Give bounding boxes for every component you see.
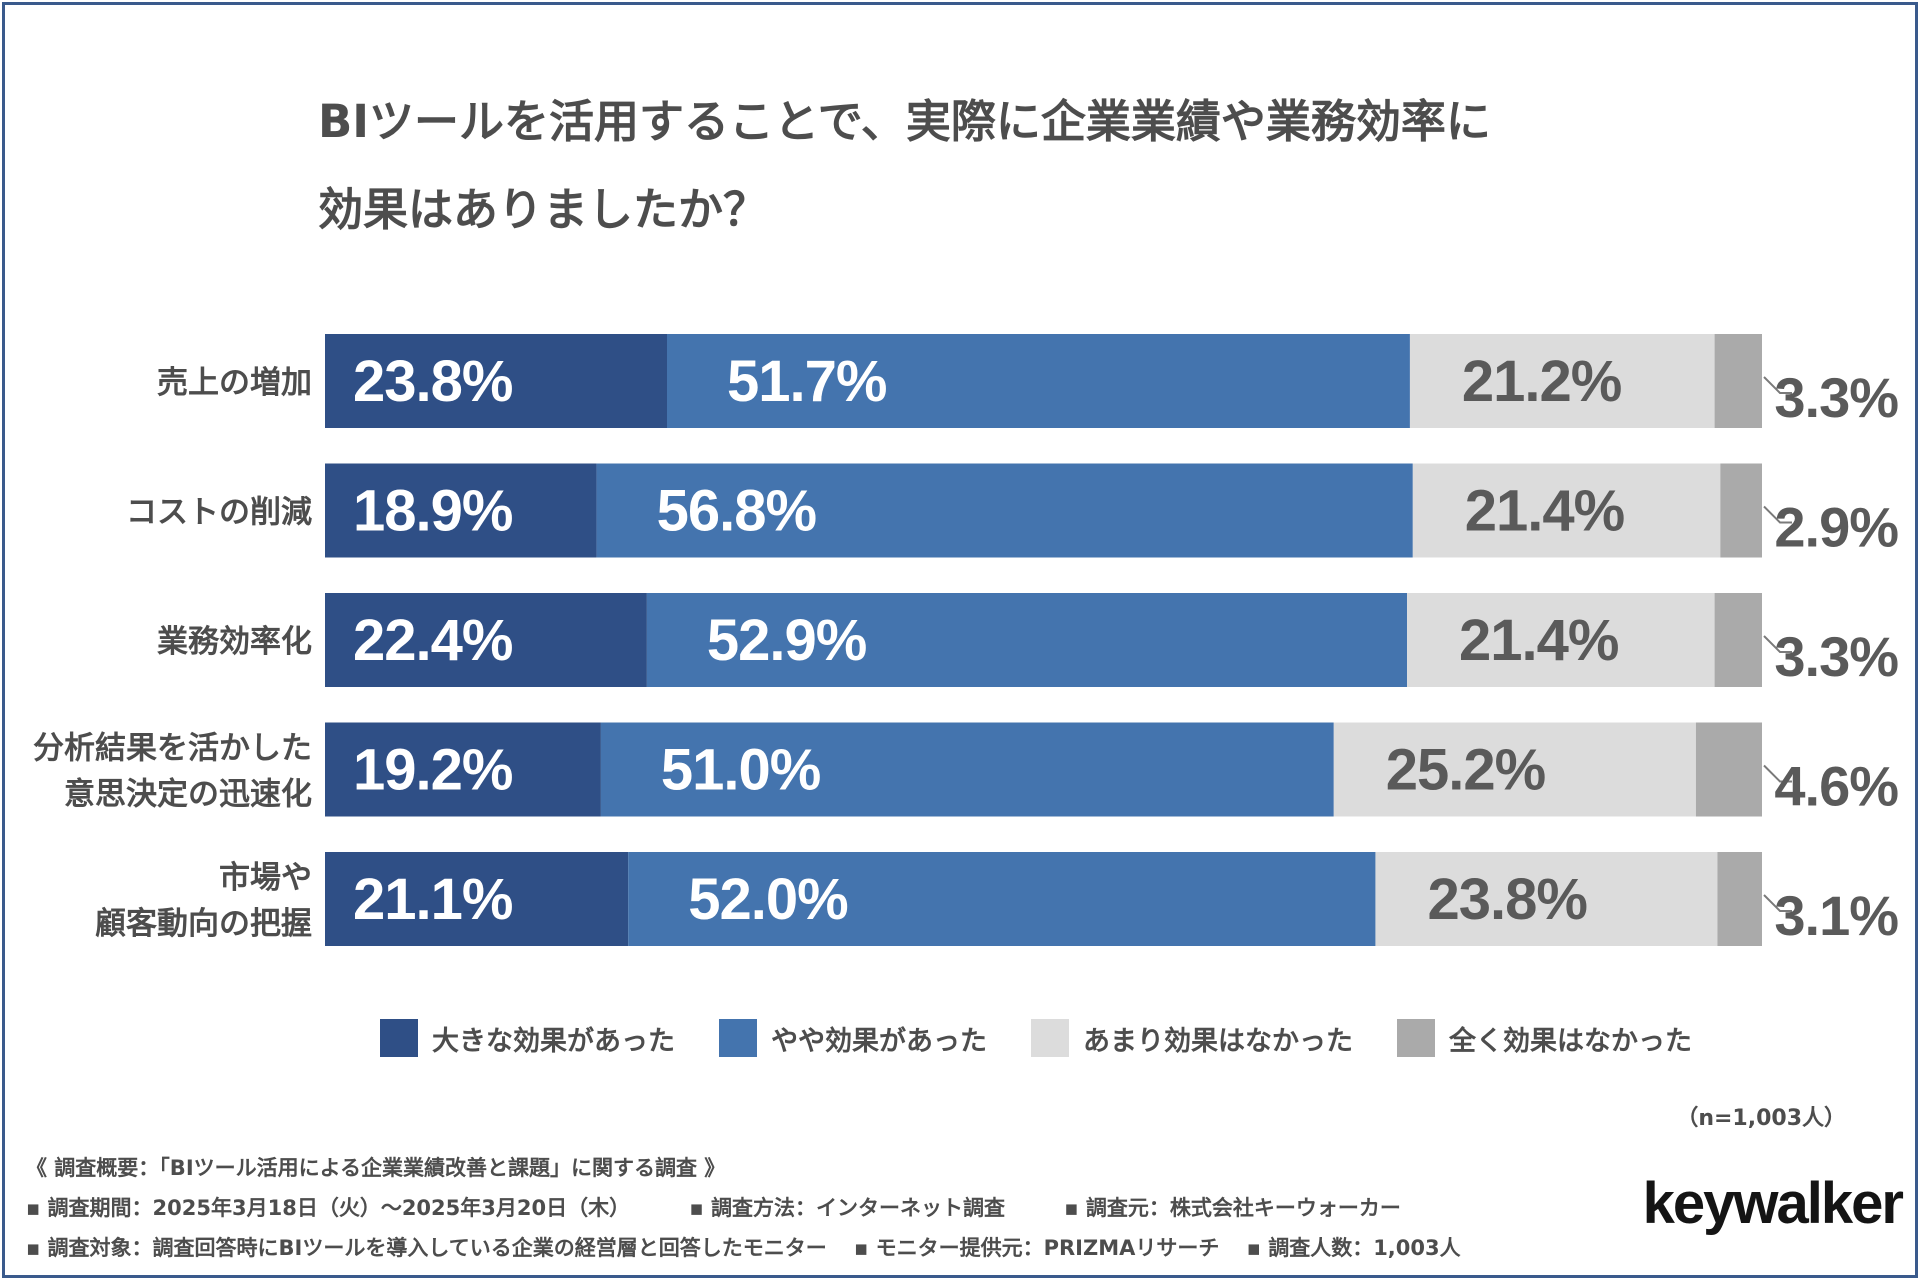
survey-period: ▪ 調査期間：2025年3月18日（火）～2025年3月20日（木） (26, 1196, 631, 1220)
data-label: 21.4% (1459, 608, 1619, 673)
bar-segment (1407, 593, 1715, 687)
stacked-bar-chart: 売上の増加 23.8% 51.7% 21.2% 3.3% コストの削減 18.9% 56.8%… (33, 334, 1899, 947)
legend-label: やや効果があった (771, 1025, 987, 1057)
legend-item-large-effect: 大きな効果があった (380, 1019, 675, 1058)
category-label: 意思決定の迅速化 (64, 777, 312, 813)
bar-segment (1695, 722, 1762, 817)
data-label: 19.2% (353, 738, 513, 803)
survey-method: ▪ 調査方法：インターネット調査 (689, 1196, 1005, 1220)
data-label: 21.1% (353, 867, 513, 932)
legend: 大きな効果があった やや効果があった あまり効果はなかった 全く効果はなかった (380, 1018, 1736, 1058)
bar-segment (596, 463, 1413, 558)
data-label: 51.7% (727, 349, 887, 414)
bar-segment (667, 334, 1410, 428)
data-label: 18.9% (353, 479, 513, 544)
category-label: 顧客動向の把握 (95, 906, 312, 942)
data-label: 25.2% (1386, 738, 1546, 803)
survey-target: ▪ 調査対象：調査回答時にBIツールを導入している企業の経営層と回答したモニター (26, 1236, 827, 1260)
legend-swatch (1397, 1019, 1435, 1057)
leader-line (1763, 635, 1792, 653)
bar-segment (325, 593, 647, 687)
data-label: 52.0% (688, 867, 848, 932)
data-label: 3.1% (1774, 884, 1898, 947)
survey-row-2: ▪ 調査期間：2025年3月18日（火）～2025年3月20日（木） ▪ 調査方… (26, 1188, 1586, 1228)
survey-provider: ▪ モニター提供元：PRIZMAリサーチ (854, 1236, 1220, 1260)
data-label: 4.6% (1774, 755, 1898, 818)
leader-line (1763, 764, 1792, 783)
bar-segment (1717, 852, 1762, 946)
survey-overview: 《 調査概要：「BIツール活用による企業業績改善と課題」に関する調査 》 ▪ 調… (26, 1148, 1586, 1268)
bar-segment (646, 593, 1408, 687)
survey-row-3: ▪ 調査対象：調査回答時にBIツールを導入している企業の経営層と回答したモニター… (26, 1228, 1586, 1268)
legend-item-little-effect: あまり効果はなかった (1031, 1019, 1353, 1058)
data-label: 51.0% (661, 738, 821, 803)
legend-swatch (719, 1019, 757, 1057)
category-label: 売上の増加 (157, 365, 312, 401)
title-line-2: 効果はありましたか？ (318, 183, 769, 236)
category-label: 市場や (219, 860, 312, 896)
bar-segment (325, 463, 597, 558)
data-label: 22.4% (353, 608, 513, 673)
bar-segment (1412, 463, 1721, 558)
bar-segment (1720, 463, 1762, 558)
data-label: 21.4% (1465, 479, 1625, 544)
leader-line (1763, 894, 1792, 912)
bar-segment (600, 722, 1334, 817)
bar-segment (1333, 722, 1696, 817)
survey-count: ▪ 調査人数：1,003人 (1246, 1236, 1461, 1260)
category-label: 業務効率化 (157, 624, 312, 660)
data-label: 21.2% (1462, 349, 1622, 414)
category-label: コストの削減 (126, 495, 312, 531)
data-label: 23.8% (353, 349, 513, 414)
survey-heading: 《 調査概要：「BIツール活用による企業業績改善と課題」に関する調査 》 (26, 1156, 726, 1180)
data-label: 3.3% (1774, 366, 1898, 429)
chart-title: BIツールを活用することで、実際に企業業績や業務効率に 効果はありましたか？ (318, 78, 1718, 254)
bar-segment (325, 852, 629, 946)
legend-label: 全く効果はなかった (1449, 1025, 1692, 1057)
data-label: 52.9% (707, 608, 867, 673)
data-label: 56.8% (657, 479, 817, 544)
bar-segment (1714, 593, 1762, 687)
keywalker-logo: keywalker (1642, 1171, 1904, 1236)
legend-item-some-effect: やや効果があった (719, 1019, 987, 1058)
bar-segment (325, 334, 668, 428)
category-label: 分析結果を活かした (33, 731, 312, 767)
survey-source: ▪ 調査元：株式会社キーウォーカー (1064, 1196, 1401, 1220)
data-label: 2.9% (1774, 496, 1898, 559)
legend-label: あまり効果はなかった (1083, 1025, 1353, 1057)
bar-segment (325, 722, 601, 817)
legend-swatch (380, 1019, 418, 1057)
leader-line (1763, 505, 1792, 524)
legend-item-no-effect: 全く効果はなかった (1397, 1019, 1692, 1058)
title-line-1: BIツールを活用することで、実際に企業業績や業務効率に (318, 95, 1491, 148)
bar-segment (1409, 334, 1715, 428)
leader-line (1763, 376, 1792, 394)
legend-swatch (1031, 1019, 1069, 1057)
bar-segment (628, 852, 1376, 946)
bar-segment (1714, 334, 1762, 428)
sample-size-note: （n=1,003人） (1676, 1106, 1846, 1131)
bar-segment (1375, 852, 1718, 946)
data-label: 23.8% (1427, 867, 1587, 932)
legend-label: 大きな効果があった (432, 1025, 675, 1057)
data-label: 3.3% (1774, 625, 1898, 688)
